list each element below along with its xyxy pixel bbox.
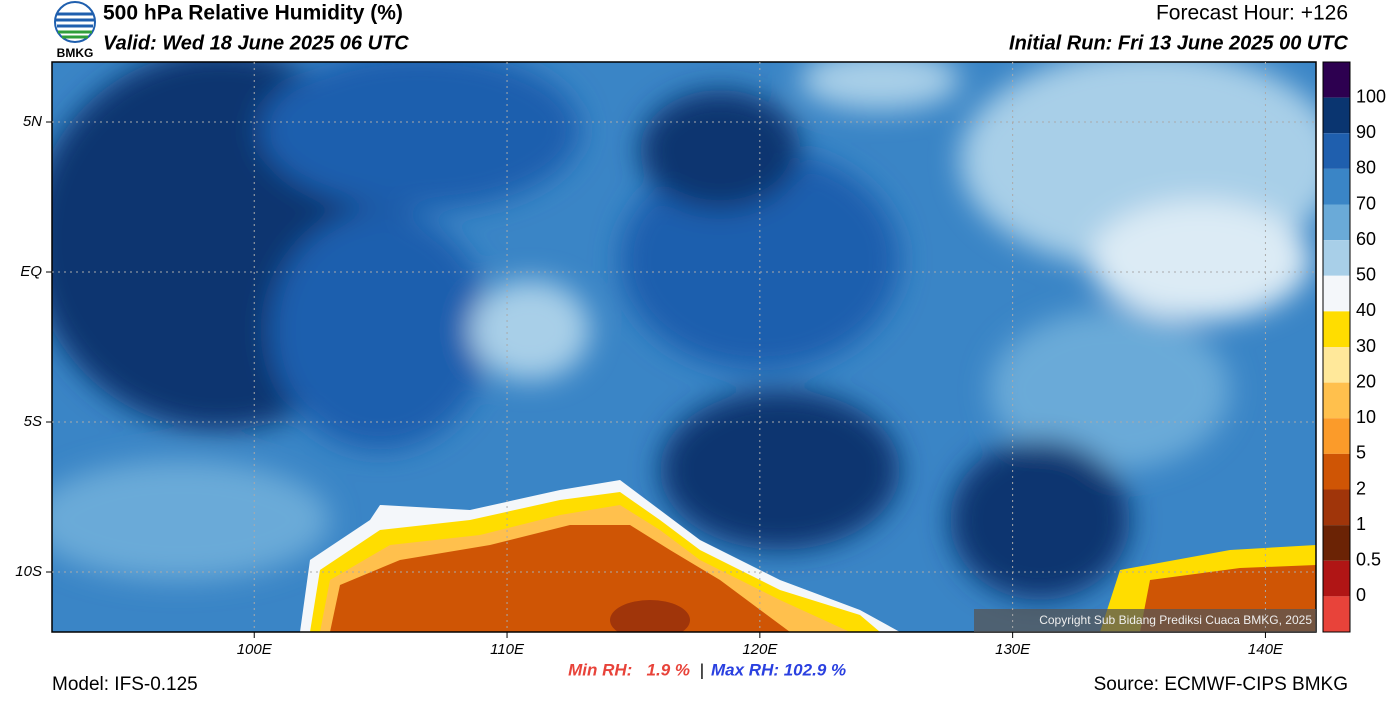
colorbar-label: 30 bbox=[1356, 336, 1376, 356]
colorbar-swatch bbox=[1323, 168, 1350, 205]
x-tick-label: 130E bbox=[995, 641, 1031, 658]
colorbar-swatch bbox=[1323, 525, 1350, 561]
min-rh: Min RH: 1.9 % bbox=[568, 660, 690, 679]
copyright: Copyright Sub Bidang Prediksi Cuaca BMKG… bbox=[1039, 613, 1312, 627]
colorbar-label: 0 bbox=[1356, 585, 1366, 605]
y-tick-label: EQ bbox=[20, 263, 42, 280]
logo-text: BMKG bbox=[57, 46, 94, 60]
title: 500 hPa Relative Humidity (%) bbox=[103, 2, 403, 25]
colorbar-label: 50 bbox=[1356, 265, 1376, 285]
colorbar-label: 80 bbox=[1356, 158, 1376, 178]
x-tick-label: 100E bbox=[237, 641, 273, 658]
copyright-box bbox=[974, 609, 1316, 632]
x-tick-label: 140E bbox=[1248, 641, 1284, 658]
forecast-hour: Forecast Hour: +126 bbox=[1156, 2, 1348, 25]
valid-time: Valid: Wed 18 June 2025 06 UTC bbox=[103, 32, 409, 54]
colorbar-swatch bbox=[1323, 311, 1350, 347]
y-tick-label: 5N bbox=[23, 113, 42, 130]
colorbar-label: 100 bbox=[1356, 86, 1386, 106]
colorbar-swatch bbox=[1323, 97, 1350, 134]
max-rh: Max RH: 102.9 % bbox=[711, 660, 846, 679]
colorbar-label: 5 bbox=[1356, 443, 1366, 463]
colorbar-swatch bbox=[1323, 62, 1350, 98]
colorbar-swatch bbox=[1323, 382, 1350, 419]
map-frame bbox=[51, 61, 1317, 633]
colorbar-swatch bbox=[1323, 418, 1350, 454]
colorbar-swatch bbox=[1323, 596, 1350, 632]
humidity-field bbox=[52, 62, 1316, 632]
separator: | bbox=[700, 660, 704, 679]
y-tick-label: 5S bbox=[24, 413, 42, 430]
model: Model: IFS-0.125 bbox=[52, 674, 198, 695]
colorbar-label: 20 bbox=[1356, 371, 1376, 391]
colorbar-swatch bbox=[1323, 453, 1350, 490]
initial-run: Initial Run: Fri 13 June 2025 00 UTC bbox=[1009, 32, 1349, 54]
y-tick-label: 10S bbox=[15, 563, 42, 580]
colorbar-frame bbox=[1322, 61, 1351, 633]
colorbar-label: 70 bbox=[1356, 193, 1376, 213]
x-tick-label: 120E bbox=[742, 641, 778, 658]
colorbar-label: 0.5 bbox=[1356, 550, 1381, 570]
colorbar-swatch bbox=[1323, 133, 1350, 169]
colorbar-swatch bbox=[1323, 204, 1350, 241]
colorbar-swatch bbox=[1323, 347, 1350, 383]
source: Source: ECMWF-CIPS BMKG bbox=[1094, 674, 1348, 695]
colorbar-swatch bbox=[1323, 560, 1350, 597]
colorbar-swatch bbox=[1323, 240, 1350, 276]
colorbar-label: 90 bbox=[1356, 122, 1376, 142]
colorbar-swatch bbox=[1323, 275, 1350, 312]
colorbar-label: 2 bbox=[1356, 478, 1366, 498]
x-tick-label: 110E bbox=[490, 641, 525, 658]
colorbar-label: 40 bbox=[1356, 300, 1376, 320]
colorbar-label: 1 bbox=[1356, 514, 1366, 534]
colorbar-label: 60 bbox=[1356, 229, 1376, 249]
colorbar-swatch bbox=[1323, 489, 1350, 526]
logo bbox=[54, 1, 96, 43]
colorbar-label: 10 bbox=[1356, 407, 1376, 427]
